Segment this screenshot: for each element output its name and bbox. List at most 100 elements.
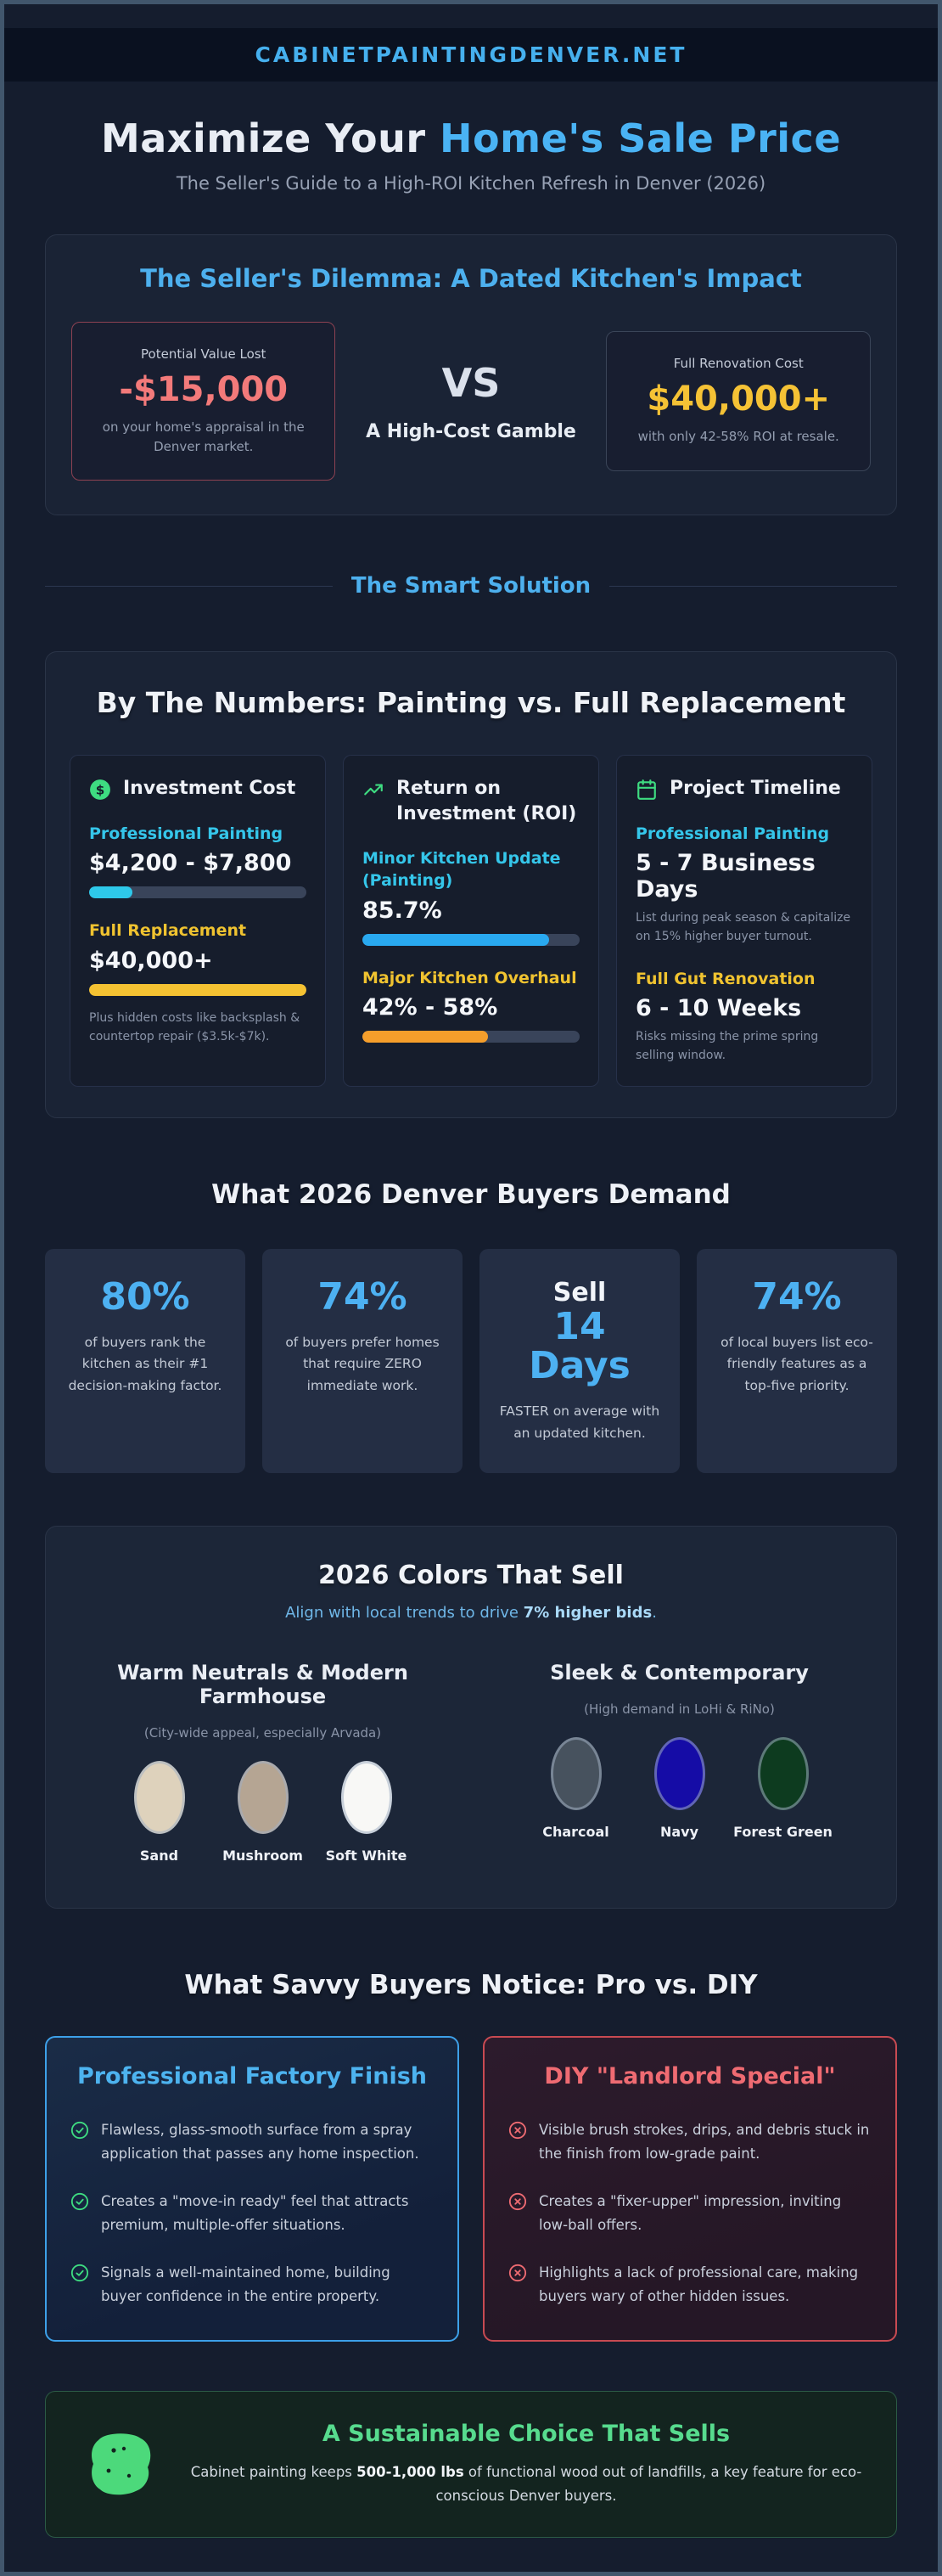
dollar-circle-icon: $	[89, 779, 111, 801]
timeline-row-renovation: Full Gut Renovation 6 - 10 Weeks Risks m…	[636, 969, 853, 1066]
swatch-row: Sand Mushroom Soft White	[71, 1761, 454, 1864]
swatch-label: Mushroom	[222, 1848, 303, 1865]
roi-major-bar-track	[362, 1031, 580, 1043]
cost-replacement-label: Full Replacement	[89, 921, 247, 941]
stat-value: 14	[553, 1304, 606, 1348]
investment-cost-header: $ Investment Cost	[89, 776, 306, 801]
roi-title: Return on Investment (ROI)	[396, 778, 577, 824]
cost-painting-value: $4,200 - $7,800	[89, 850, 292, 877]
list-item-text: Flawless, glass-smooth surface from a sp…	[101, 2122, 419, 2163]
swatch-label: Navy	[659, 1824, 699, 1841]
cost-replacement-bar-track	[89, 983, 306, 996]
diy-special-card: DIY "Landlord Special" Visible brush str…	[483, 2036, 897, 2342]
palette-sleek-contemporary: Sleek & Contemporary (High demand in LoH…	[488, 1661, 871, 1864]
list-item: Creates a "fixer-upper" impression, invi…	[508, 2190, 872, 2237]
timeline-card: Project Timeline Professional Painting 5…	[616, 755, 872, 1087]
list-item: Visible brush strokes, drips, and debris…	[508, 2118, 872, 2166]
timeline-renovation-label: Full Gut Renovation	[636, 969, 816, 988]
page-title: Maximize Your Home's Sale Price	[45, 115, 897, 161]
stat-card-zero-work: 74% of buyers prefer homes that require …	[262, 1248, 463, 1474]
stat-pre: Sell	[552, 1277, 607, 1308]
renovation-cost-card: Full Renovation Cost $40,000+ with only …	[606, 331, 871, 471]
svg-text:$: $	[96, 782, 105, 797]
numbers-title: By The Numbers: Painting vs. Full Replac…	[96, 686, 846, 719]
stat-value: 74%	[752, 1274, 842, 1319]
roi-card: Return on Investment (ROI) Minor Kitchen…	[343, 755, 599, 1087]
x-circle-icon	[508, 2264, 527, 2282]
cost-row-painting: Professional Painting $4,200 - $7,800	[89, 824, 306, 899]
divider-line-left	[45, 585, 333, 587]
vs-caption: A High-Cost Gamble	[366, 421, 576, 442]
timeline-header: Project Timeline	[636, 776, 853, 801]
stats-grid: 80% of buyers rank the kitchen as their …	[45, 1248, 897, 1474]
dilemma-grid: Potential Value Lost -$15,000 on your ho…	[71, 322, 871, 481]
list-item-text: Creates a "move-in ready" feel that attr…	[101, 2193, 409, 2234]
colors-subtitle: Align with local trends to drive 7% high…	[71, 1604, 871, 1622]
site-url: CABINETPAINTINGDENVER.NET	[255, 42, 687, 67]
numbers-grid: $ Investment Cost Professional Painting …	[70, 755, 872, 1087]
pro-finish-list: Flawless, glass-smooth surface from a sp…	[70, 2118, 434, 2309]
stat-text: of buyers rank the kitchen as their #1 d…	[68, 1334, 222, 1394]
check-circle-icon	[70, 2264, 89, 2282]
investment-cost-title: Investment Cost	[123, 778, 296, 799]
timeline-renovation-value: 6 - 10 Weeks	[636, 995, 802, 1022]
compare-title: What Savvy Buyers Notice: Pro vs. DIY	[184, 1970, 758, 2001]
list-item-text: Highlights a lack of professional care, …	[539, 2264, 859, 2305]
roi-row-minor: Minor Kitchen Update (Painting) 85.7%	[362, 848, 580, 946]
colors-subtitle-bold: 7% higher bids	[523, 1604, 653, 1623]
timeline-painting-note: List during peak season & capitalize on …	[636, 911, 851, 944]
dilemma-section: The Seller's Dilemma: A Dated Kitchen's …	[45, 234, 897, 515]
swatch-navy: Navy	[635, 1737, 725, 1840]
page-title-blue: Home's Sale Price	[440, 115, 842, 161]
diy-special-list: Visible brush strokes, drips, and debris…	[508, 2118, 872, 2309]
roi-minor-value: 85.7%	[362, 897, 442, 924]
x-circle-icon	[508, 2192, 527, 2211]
stat-text: of buyers prefer homes that require ZERO…	[285, 1334, 440, 1394]
timeline-renovation-note: Risks missing the prime spring selling w…	[636, 1030, 819, 1063]
sustainable-text-pre: Cabinet painting keeps	[190, 2463, 357, 2480]
roi-minor-bar-fill	[362, 933, 550, 946]
stat-text: FASTER on average with an updated kitche…	[499, 1403, 660, 1441]
swatch-forest-green: Forest Green	[733, 1737, 833, 1840]
color-swatch	[653, 1737, 705, 1811]
smart-solution-divider: The Smart Solution	[45, 573, 898, 599]
roi-row-major: Major Kitchen Overhaul 42% - 58%	[362, 968, 580, 1043]
recycle-icon	[80, 2423, 161, 2505]
stat-text: of local buyers list eco-friendly featur…	[721, 1334, 873, 1394]
stat-value: 74%	[317, 1274, 407, 1319]
cost-painting-bar-fill	[89, 886, 133, 899]
list-item: Creates a "move-in ready" feel that attr…	[70, 2190, 434, 2237]
buyers-title: What 2026 Denver Buyers Demand	[211, 1178, 731, 1210]
stat-card-eco: 74% of local buyers list eco-friendly fe…	[697, 1248, 897, 1474]
list-item-text: Visible brush strokes, drips, and debris…	[539, 2122, 870, 2163]
roi-minor-bar-track	[362, 933, 580, 946]
palette-grid: Warm Neutrals & Modern Farmhouse (City-w…	[71, 1661, 871, 1864]
value-lost-card: Potential Value Lost -$15,000 on your ho…	[71, 322, 336, 481]
renovation-cost-desc: with only 42-58% ROI at resale.	[637, 429, 839, 445]
sustainable-title: A Sustainable Choice That Sells	[322, 2420, 731, 2447]
colors-subtitle-pre: Align with local trends to drive	[285, 1604, 524, 1623]
divider-line-right	[609, 585, 898, 587]
site-banner: CABINETPAINTINGDENVER.NET	[4, 28, 938, 82]
smart-solution-label: The Smart Solution	[350, 573, 592, 599]
colors-title: 2026 Colors That Sell	[318, 1561, 624, 1591]
vs-block: VS A High-Cost Gamble	[357, 360, 584, 442]
list-item-text: Signals a well-maintained home, building…	[101, 2264, 390, 2305]
pro-finish-card: Professional Factory Finish Flawless, gl…	[45, 2036, 459, 2342]
palette-note: (High demand in LoHi & RiNo)	[584, 1701, 775, 1718]
sustainable-text: Cabinet painting keeps 500-1,000 lbs of …	[190, 2461, 862, 2508]
colors-section: 2026 Colors That Sell Align with local t…	[45, 1526, 897, 1910]
x-circle-icon	[508, 2121, 527, 2140]
roi-major-label: Major Kitchen Overhaul	[362, 968, 577, 987]
cost-row-replacement: Full Replacement $40,000+	[89, 920, 306, 996]
vs-text: VS	[441, 360, 501, 406]
check-circle-icon	[70, 2192, 89, 2211]
swatch-label: Forest Green	[733, 1824, 833, 1841]
roi-major-bar-fill	[362, 1031, 489, 1043]
compare-grid: Professional Factory Finish Flawless, gl…	[45, 2036, 897, 2342]
list-item: Flawless, glass-smooth surface from a sp…	[70, 2118, 434, 2166]
swatch-label: Charcoal	[542, 1824, 609, 1841]
palette-name: Sleek & Contemporary	[550, 1661, 809, 1685]
color-swatch	[237, 1761, 289, 1835]
